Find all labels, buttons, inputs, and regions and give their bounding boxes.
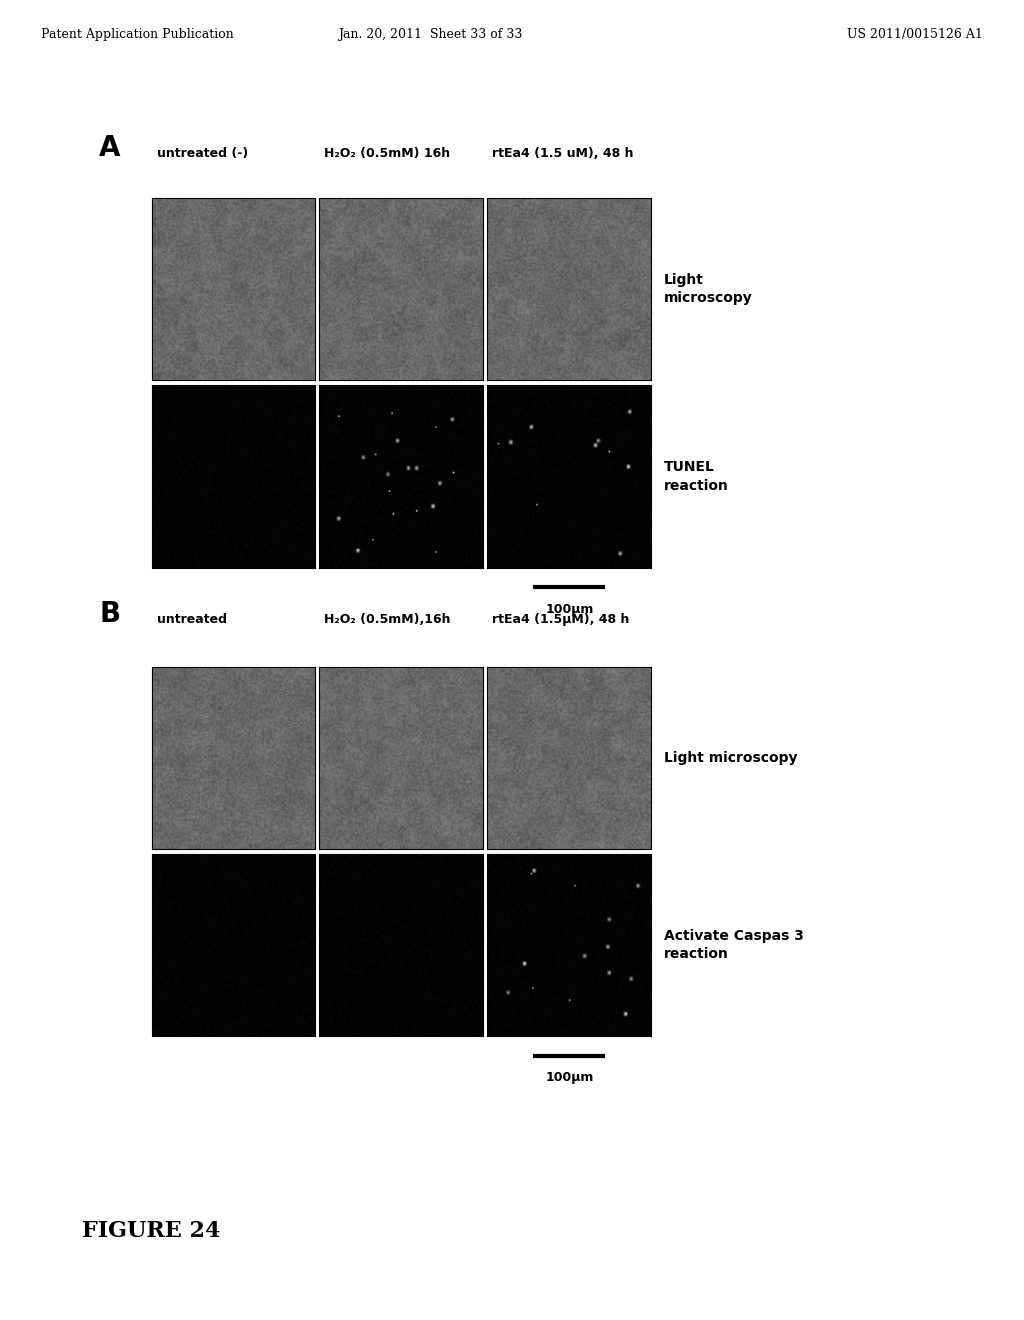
Text: rtEa4 (1.5 uM), 48 h: rtEa4 (1.5 uM), 48 h [493, 148, 634, 160]
Text: FIGURE 24: FIGURE 24 [82, 1220, 220, 1242]
Text: TUNEL
reaction: TUNEL reaction [664, 461, 728, 492]
Text: Activate Caspas 3
reaction: Activate Caspas 3 reaction [664, 929, 804, 961]
Text: 100μm: 100μm [545, 602, 594, 615]
Text: Jan. 20, 2011  Sheet 33 of 33: Jan. 20, 2011 Sheet 33 of 33 [338, 28, 522, 41]
Text: Light
microscopy: Light microscopy [664, 273, 753, 305]
Text: untreated (-): untreated (-) [157, 148, 248, 160]
Text: Light microscopy: Light microscopy [664, 751, 797, 764]
Text: Patent Application Publication: Patent Application Publication [41, 28, 233, 41]
Text: 100μm: 100μm [545, 1071, 594, 1084]
Text: A: A [99, 133, 121, 162]
Text: B: B [99, 599, 121, 628]
Text: H₂O₂ (0.5mM) 16h: H₂O₂ (0.5mM) 16h [325, 148, 451, 160]
Text: untreated: untreated [157, 614, 226, 626]
Text: US 2011/0015126 A1: US 2011/0015126 A1 [847, 28, 983, 41]
Text: rtEa4 (1.5μM), 48 h: rtEa4 (1.5μM), 48 h [493, 614, 630, 626]
Text: H₂O₂ (0.5mM),16h: H₂O₂ (0.5mM),16h [325, 614, 451, 626]
